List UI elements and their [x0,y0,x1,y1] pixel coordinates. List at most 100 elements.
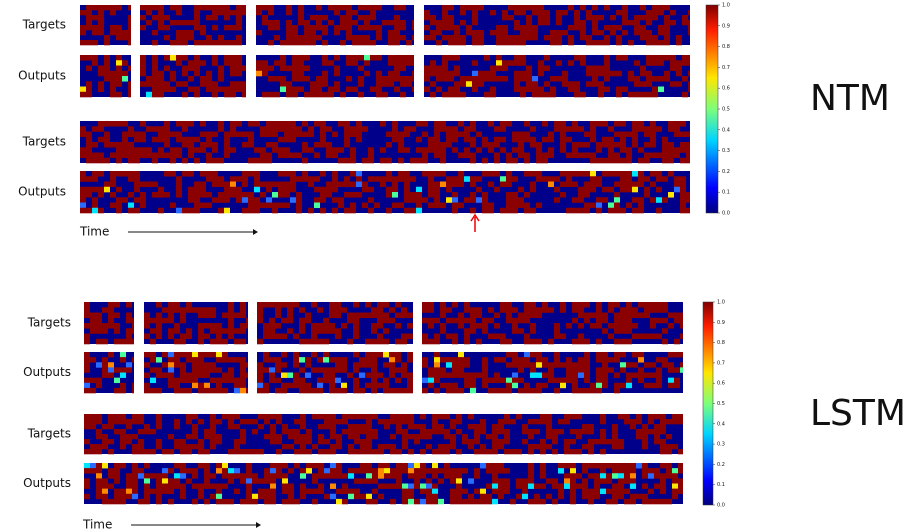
heatmap-cell [666,498,672,505]
heatmap-cell [524,333,530,340]
heatmap-cell [528,483,534,489]
heatmap-cell [528,444,534,450]
heatmap-cell [610,70,616,77]
heatmap-cell [246,419,252,425]
heatmap-cell [470,157,476,164]
model-title: NTM [810,78,890,119]
heatmap-cell [554,362,560,368]
heatmap-cell [126,478,132,484]
heatmap-cell [122,131,128,138]
heatmap-cell [358,76,364,82]
heatmap-cell [257,372,263,378]
heatmap-cell [538,15,544,21]
heatmap-cell [512,192,518,198]
heatmap-cell [678,483,683,489]
heatmap-cell [410,176,416,182]
heatmap-cell [470,382,476,389]
heatmap-cell [548,367,554,373]
heatmap-cell [678,468,683,474]
heatmap-cell [86,131,92,138]
heatmap-cell [126,317,132,324]
heatmap-cell [200,131,206,138]
heatmap-cell [376,76,382,82]
heatmap-cell [464,126,470,132]
heatmap-cell [582,468,588,474]
heatmap-cell [216,377,222,384]
heatmap-cell [452,207,458,214]
heatmap-cell [152,136,158,143]
colorbar-tick-label: 0.1 [722,190,730,196]
heatmap-cell [204,307,210,313]
heatmap-cell [480,493,486,500]
heatmap-cell [194,15,200,21]
heatmap-cell [638,181,644,188]
heatmap-cell [648,468,654,474]
heatmap-cell [492,449,498,455]
heatmap-cell [311,367,317,373]
heatmap-cell [377,307,383,313]
heatmap-cell [236,5,242,11]
heatmap-cell [472,15,478,21]
heatmap-cell [658,76,664,82]
heatmap-cell [572,317,578,324]
heatmap-cell [407,372,413,378]
heatmap-cell [298,5,304,11]
heatmap-cell [464,382,470,389]
heatmap-cell [470,197,476,203]
heatmap-cell [352,86,358,93]
heatmap-cell [108,424,114,430]
heatmap-cell [660,444,666,450]
heatmap-cell [416,202,422,209]
heatmap-cell [506,176,512,182]
heatmap-cell [650,302,656,308]
heatmap-cell [230,40,236,46]
heatmap-cell [520,91,526,98]
heatmap-cell [364,5,370,11]
heatmap-cell [336,463,342,469]
heatmap-cell [668,367,674,373]
heatmap-cell [377,382,383,389]
heatmap-cell [518,142,524,148]
heatmap-cell [484,91,490,98]
heatmap-cell [366,449,372,455]
heatmap-cell [686,157,690,164]
heatmap-cell [298,35,304,41]
heatmap-cell [546,493,552,500]
heatmap-cell [616,91,622,98]
heatmap-cell [678,478,683,484]
heatmap-cell [262,91,268,98]
heatmap-cell [614,152,620,159]
heatmap-cell [514,25,520,31]
heatmap-cell [602,328,608,334]
heatmap-cell [668,171,674,177]
heatmap-cell [269,323,275,329]
heatmap-cell [268,40,274,46]
heatmap-cell [410,207,416,214]
heatmap-cell [346,20,352,26]
heatmap-cell [80,30,86,36]
heatmap-cell [586,35,592,41]
heatmap-cell [80,10,86,16]
heatmap-cell [260,157,266,164]
heatmap-cell [646,15,652,21]
heatmap-cell [464,136,470,143]
heatmap-cell [378,444,384,450]
heatmap-cell [376,5,382,11]
heatmap-cell [299,338,305,345]
heatmap-cell [134,157,140,164]
heatmap-cell [216,357,222,363]
heatmap-cell [626,147,632,153]
heatmap-cell [86,25,92,31]
heatmap-cell [310,91,316,98]
heatmap-cell [372,449,378,455]
heatmap-cell [230,121,236,127]
heatmap-cell [514,10,520,16]
heatmap-cell [360,444,366,450]
heatmap-cell [362,126,368,132]
heatmap-cell [674,121,680,127]
heatmap-cell [192,307,198,313]
heatmap-cell [96,478,102,484]
heatmap-cell [240,439,246,445]
heatmap-cell [508,60,514,66]
heatmap-cell [174,463,180,469]
